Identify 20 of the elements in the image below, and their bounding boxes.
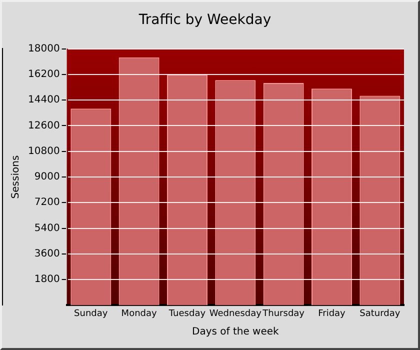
x-tick-label: Sunday [74,308,108,319]
y-tick-label: 12600 [28,120,60,132]
chart-title: Traffic by Weekday [138,12,272,28]
y-tick-label: 9000 [34,172,60,183]
x-tick-label: Thursday [262,308,306,319]
x-tick-label: Saturday [360,308,401,319]
y-tick-label: 5400 [34,222,60,234]
y-tick-label: 14400 [28,94,60,106]
y-tick-label: 10800 [28,146,60,157]
y-tick-label: 7200 [34,197,60,208]
x-tick-label: Monday [121,308,158,319]
x-axis-title: Days of the week [192,326,280,338]
x-tick-label: Friday [318,308,346,319]
x-tick-label: Tuesday [168,308,206,319]
y-tick-label: 1800 [34,274,60,286]
x-tick-label: Wednesday [209,308,262,319]
y-tick-label: 3600 [34,248,60,260]
y-tick-label: 18000 [28,43,60,54]
y-tick-label: 16200 [28,69,60,80]
y-axis-title: Sessions [10,155,22,199]
